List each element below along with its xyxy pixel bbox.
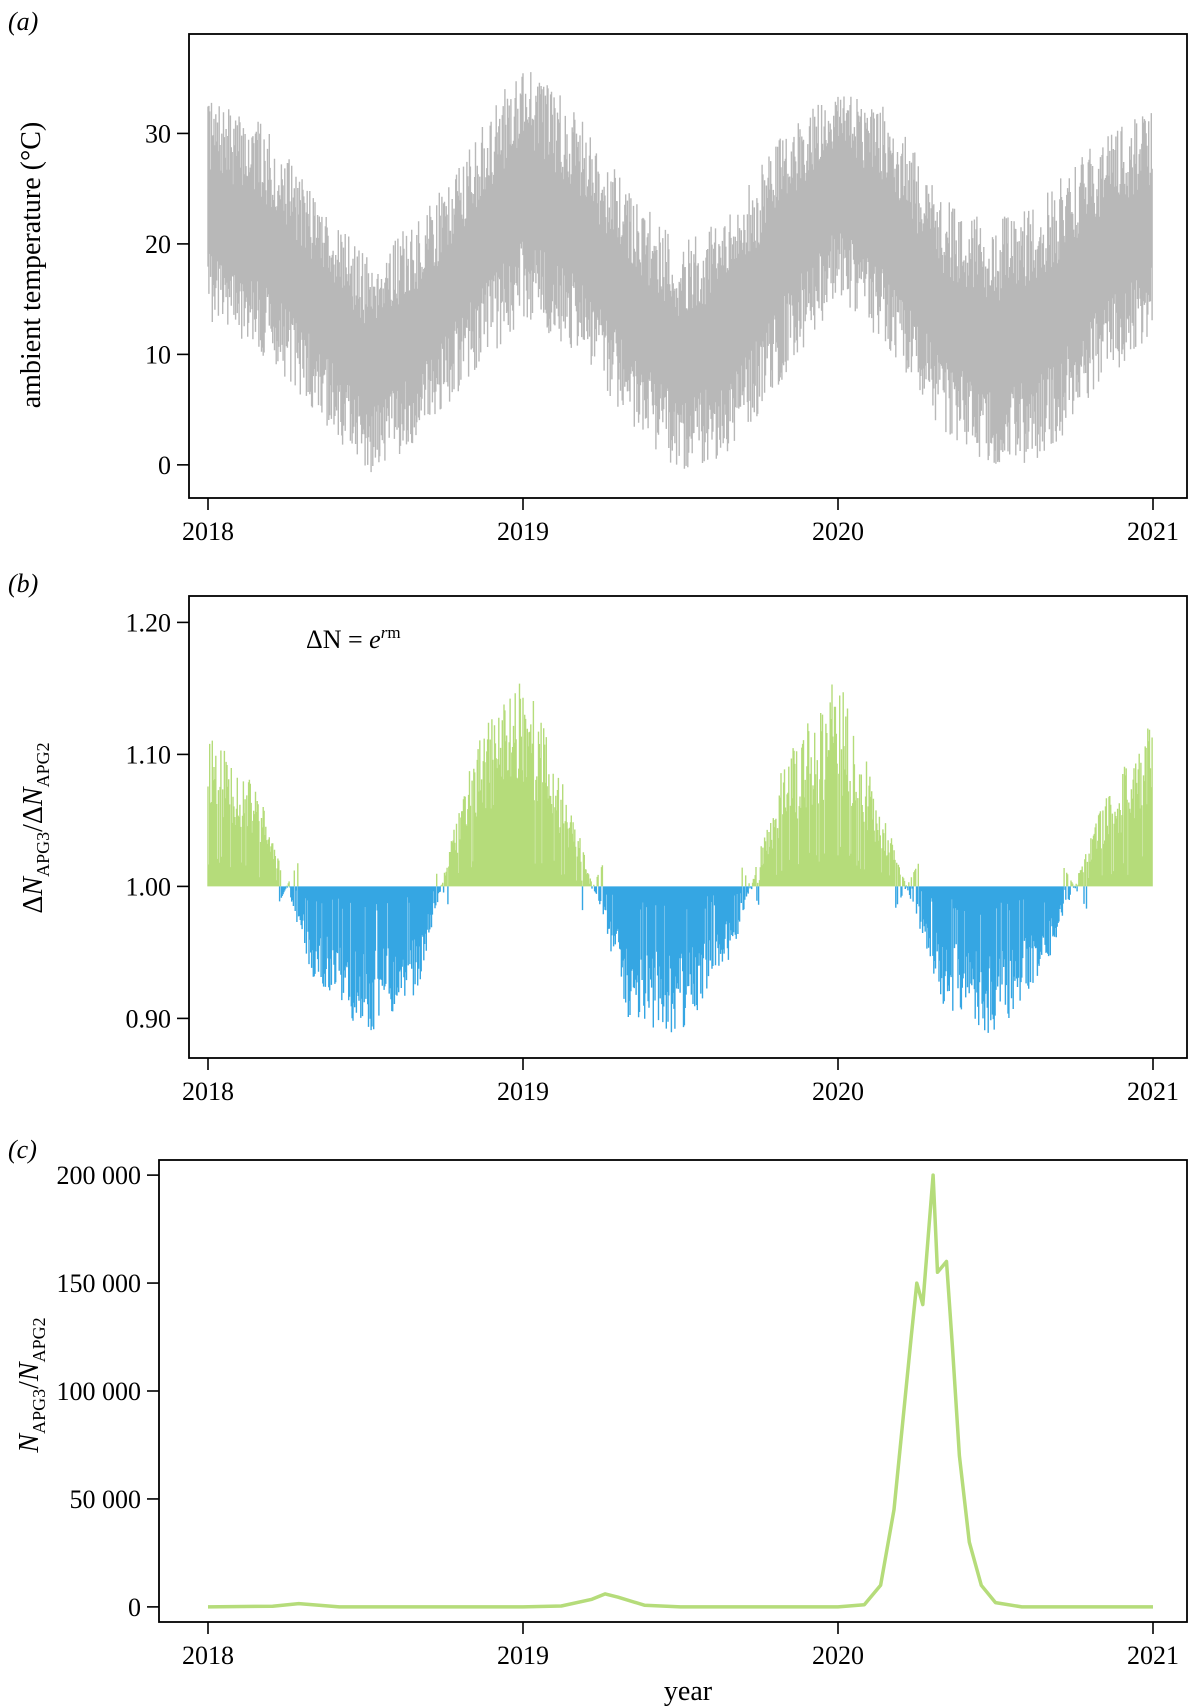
y-tick-label: 0: [158, 451, 171, 480]
y-tick-label: 1.00: [126, 872, 172, 901]
y-tick-label: 50 000: [70, 1485, 142, 1514]
panel-c-label: (c): [8, 1135, 37, 1164]
x-tick-label: 2020: [812, 1077, 864, 1106]
panel-a-y-ticks: 0 10 20 30: [145, 119, 189, 480]
panel-b-annotation: ΔN = erm: [306, 623, 401, 654]
y-tick-label: 0.90: [126, 1004, 172, 1033]
x-tick-label: 2018: [182, 1641, 234, 1670]
y-tick-label: 150 000: [57, 1269, 142, 1298]
ratio-bars-below: [278, 886, 1088, 1033]
panel-b-label: (b): [8, 569, 38, 598]
panel-a-x-ticks: 2018 2019 2020 2021: [182, 498, 1179, 546]
panel-a: (a) 0 10 20 30 2018 2019 2020 2021 ambient tem…: [8, 7, 1188, 546]
panel-a-frame: [188, 33, 1188, 499]
panel-c-x-ticks: 2018 2019 2020 2021: [182, 1622, 1179, 1670]
x-tick-label: 2018: [182, 1077, 234, 1106]
x-tick-label: 2019: [497, 1641, 549, 1670]
panel-c-y-axis-label: NAPG3/NAPG2: [14, 1317, 49, 1453]
y-tick-label: 1.10: [126, 740, 172, 769]
x-tick-label: 2020: [812, 517, 864, 546]
panel-b-y-axis-label: ΔNAPG3/ΔNAPG2: [18, 742, 53, 913]
x-tick-label: 2020: [812, 1641, 864, 1670]
panel-c-y-ticks: 0 50 000 100 000 150 000 200 000: [57, 1161, 159, 1622]
panel-b-x-ticks: 2018 2019 2020 2021: [182, 1058, 1179, 1106]
x-tick-label: 2021: [1127, 517, 1179, 546]
ratio-bars: [207, 683, 1153, 1033]
x-tick-label: 2018: [182, 517, 234, 546]
y-tick-label: 20: [145, 230, 171, 259]
y-tick-label: 200 000: [57, 1161, 142, 1190]
ratio-bars-above: [207, 683, 1153, 887]
abundance-ratio-series: [207, 1173, 1153, 1609]
panel-b-frame: [188, 595, 1188, 1059]
temperature-series: [207, 72, 1153, 473]
y-tick-label: 1.20: [126, 608, 172, 637]
x-tick-label: 2019: [497, 517, 549, 546]
panel-a-y-axis-label: ambient temperature (°C): [16, 122, 47, 408]
x-tick-label: 2019: [497, 1077, 549, 1106]
panel-b-y-ticks: 0.90 1.00 1.10 1.20: [126, 608, 189, 1033]
y-tick-label: 10: [145, 340, 171, 369]
y-tick-label: 30: [145, 119, 171, 148]
y-tick-label: 0: [128, 1593, 141, 1622]
abundance-ratio-line: [207, 1173, 1153, 1609]
panel-a-label: (a): [8, 7, 38, 36]
panel-c-frame: [158, 1159, 1188, 1623]
y-tick-label: 100 000: [57, 1377, 142, 1406]
panel-b: (b) 0.90 1.00 1.10 1.20 2018 2019 2020 2021 ΔN…: [8, 569, 1188, 1106]
panel-c-x-axis-label: year: [664, 1676, 713, 1707]
temperature-trace: [207, 72, 1153, 473]
x-tick-label: 2021: [1127, 1641, 1179, 1670]
x-tick-label: 2021: [1127, 1077, 1179, 1106]
